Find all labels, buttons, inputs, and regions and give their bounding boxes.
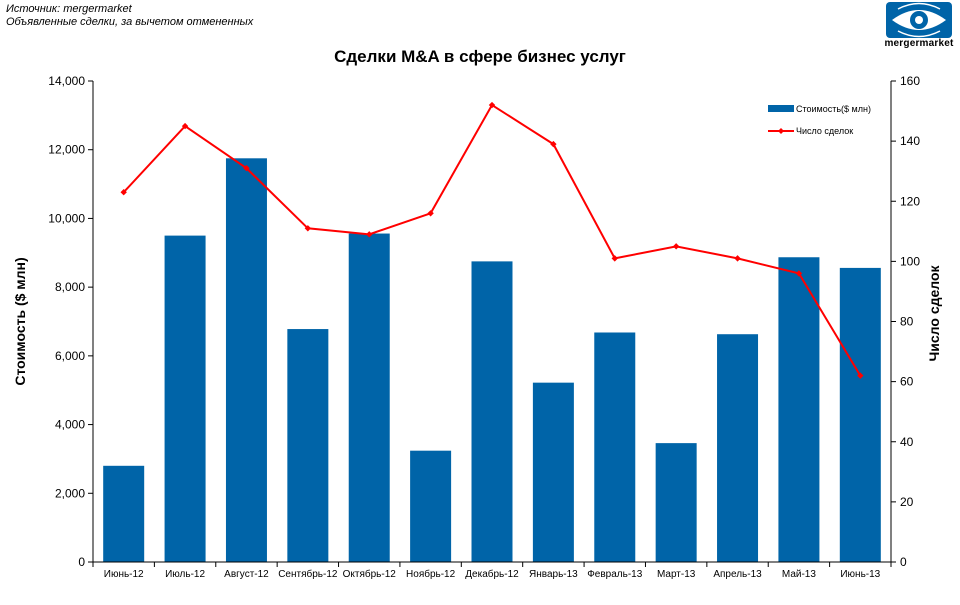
x-tick-label-9: Февраль-13 bbox=[587, 569, 643, 580]
y2-tick-label-0: 0 bbox=[900, 555, 907, 569]
bar-7 bbox=[471, 261, 513, 562]
bar-9 bbox=[594, 332, 636, 562]
line-point-10 bbox=[672, 243, 680, 250]
source-note: Источник: mergermarket Объявленные сделк… bbox=[6, 3, 253, 29]
y-tick-label-4: 8,000 bbox=[55, 280, 85, 294]
chart-title: Сделки M&A в сфере бизнес услуг bbox=[334, 47, 626, 66]
y2-tick-label-5: 100 bbox=[900, 254, 920, 268]
line-point-12 bbox=[795, 270, 803, 277]
x-tick-label-12: Май-13 bbox=[782, 569, 816, 580]
bar-8 bbox=[532, 382, 574, 562]
bar-3 bbox=[225, 158, 267, 562]
bar-13 bbox=[839, 267, 881, 562]
line-point-7 bbox=[488, 101, 496, 109]
y2-tick-label-1: 20 bbox=[900, 495, 914, 509]
source-line-2: Объявленные сделки, за вычетом отмененны… bbox=[6, 16, 254, 28]
line-point-6 bbox=[427, 210, 434, 217]
x-tick-label-2: Июль-12 bbox=[165, 569, 205, 580]
line-point-1 bbox=[120, 189, 127, 196]
y2-axis-title: Число сделок bbox=[926, 264, 942, 361]
line-point-2 bbox=[181, 122, 189, 130]
bar-6 bbox=[410, 450, 452, 562]
bar-4 bbox=[287, 329, 329, 562]
logo-text: mergermarket bbox=[884, 38, 954, 49]
y2-tick-label-3: 60 bbox=[900, 375, 914, 389]
y2-tick-label-6: 120 bbox=[900, 194, 920, 208]
eye-logo-icon bbox=[886, 2, 952, 38]
x-tick-label-7: Декабрь-12 bbox=[465, 568, 519, 580]
x-tick-label-10: Март-13 bbox=[657, 569, 696, 580]
bar-11 bbox=[717, 334, 759, 562]
bar-10 bbox=[655, 443, 697, 562]
x-tick-label-4: Сентябрь-12 bbox=[278, 568, 338, 580]
y-tick-label-2: 4,000 bbox=[55, 418, 85, 432]
y-tick-label-0: 0 bbox=[78, 555, 85, 569]
bar-5 bbox=[348, 233, 390, 562]
legend-swatch-bars bbox=[768, 105, 794, 112]
line-point-9 bbox=[611, 255, 618, 262]
y-axis-title: Стоимость ($ млн) bbox=[12, 257, 28, 385]
line-point-11 bbox=[734, 255, 741, 262]
x-tick-label-5: Октябрь-12 bbox=[343, 568, 397, 580]
x-tick-label-6: Ноябрь-12 bbox=[406, 568, 456, 580]
y-tick-label-3: 6,000 bbox=[55, 349, 85, 363]
y2-tick-label-2: 40 bbox=[900, 435, 914, 449]
bar-12 bbox=[778, 257, 820, 562]
x-tick-label-11: Апрель-13 bbox=[713, 569, 762, 580]
y-tick-label-6: 12,000 bbox=[48, 143, 85, 157]
bar-2 bbox=[164, 235, 206, 562]
line-point-3 bbox=[243, 164, 250, 172]
y-tick-label-5: 10,000 bbox=[48, 211, 85, 225]
legend-label-bars: Стоимость($ млн) bbox=[796, 104, 871, 114]
legend-label-line: Число сделок bbox=[796, 126, 853, 136]
line-point-4 bbox=[304, 225, 312, 232]
y2-tick-label-4: 80 bbox=[900, 315, 914, 329]
line-point-13 bbox=[857, 372, 864, 379]
line-point-8 bbox=[550, 140, 557, 148]
legend-marker-line bbox=[778, 128, 784, 134]
y2-tick-label-7: 140 bbox=[900, 134, 920, 148]
line-point-5 bbox=[366, 231, 373, 238]
bar-1 bbox=[103, 465, 145, 562]
source-line-1: Источник: mergermarket bbox=[6, 3, 132, 15]
y-tick-label-7: 14,000 bbox=[48, 74, 85, 88]
mergermarket-logo: mergermarket bbox=[880, 2, 958, 52]
x-tick-label-8: Январь-13 bbox=[529, 569, 578, 580]
x-tick-label-1: Июнь-12 bbox=[104, 569, 144, 580]
y-tick-label-1: 2,000 bbox=[55, 486, 85, 500]
x-tick-label-3: Август-12 bbox=[224, 569, 269, 580]
y2-tick-label-8: 160 bbox=[900, 74, 920, 88]
x-tick-label-13: Июнь-13 bbox=[840, 569, 880, 580]
